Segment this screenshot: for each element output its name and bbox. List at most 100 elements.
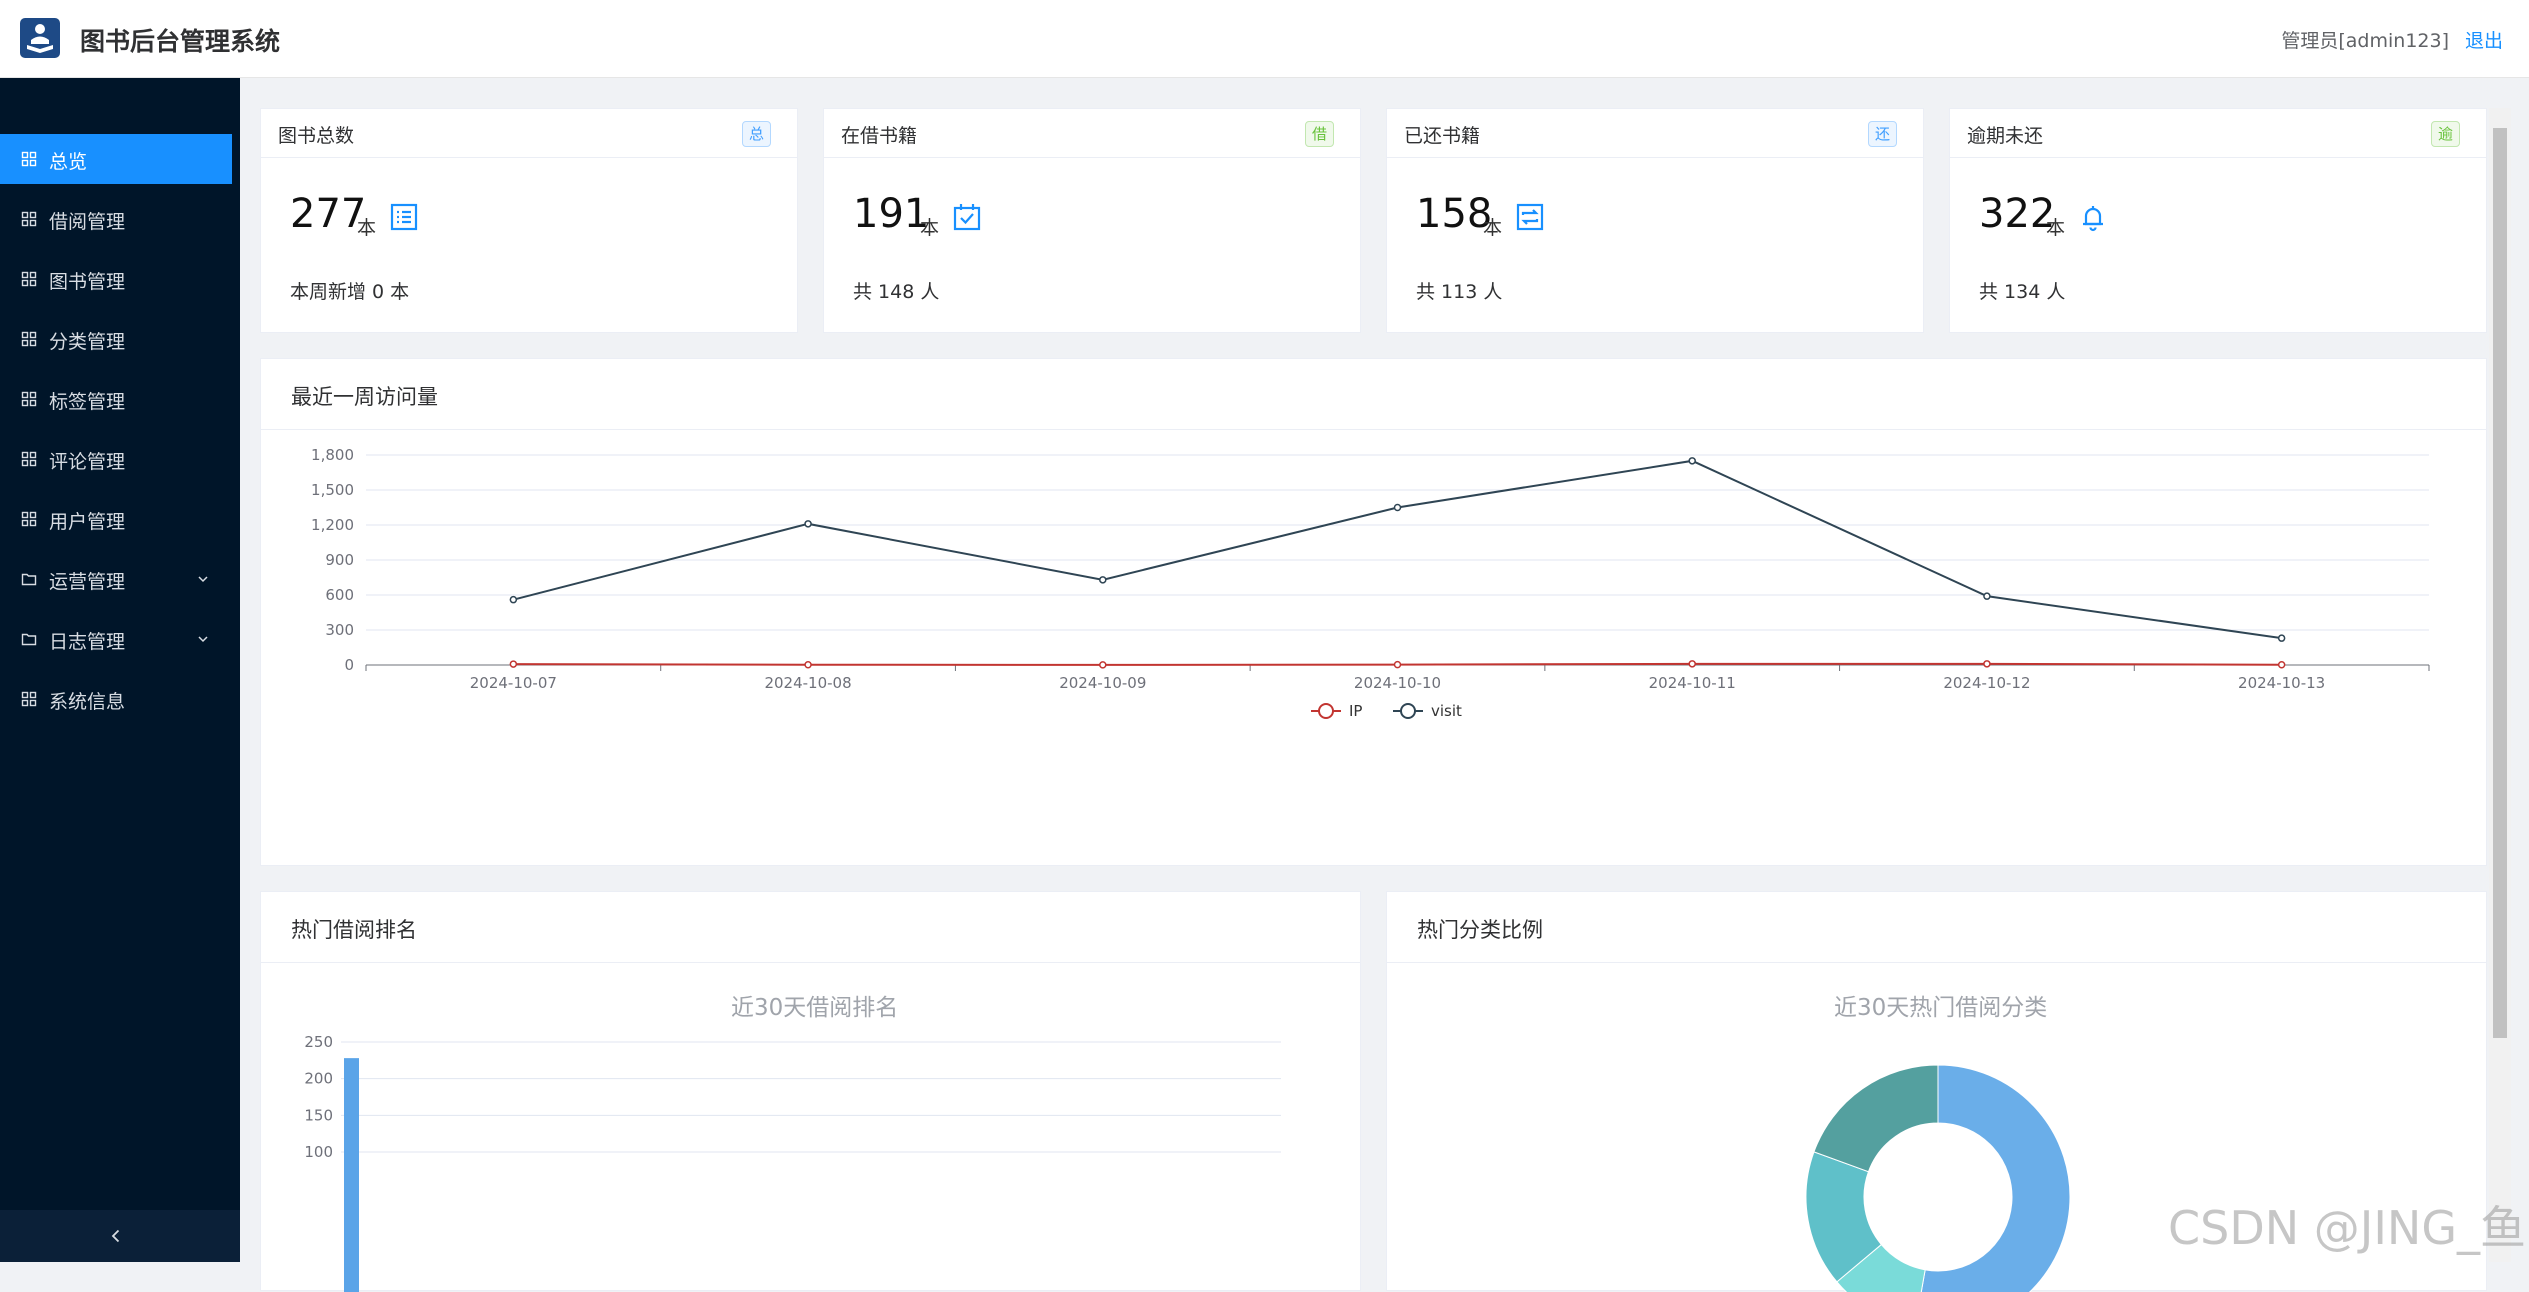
stat-card-overdue: 逾期未还 逾 322 本 共 134 人 [1949,108,2487,333]
sidebar-item-label: 总览 [49,151,88,173]
chart-title: 近30天热门借阅分类 [1834,995,2048,1021]
legend-label: IP [1349,702,1362,720]
bar [344,1058,359,1292]
return-icon [1516,203,1544,231]
grid-icon [21,151,37,167]
stat-subtext: 共 113 人 [1416,281,1503,303]
donut-slice [1813,1064,1939,1173]
stat-subtext: 共 148 人 [853,281,940,303]
grid-icon [21,211,37,227]
data-point-visit [1688,457,1696,465]
sidebar-item-label: 运营管理 [49,571,126,593]
legend-label: visit [1431,702,1462,720]
stat-value: 322 [1979,191,2056,237]
x-tick-label: 2024-10-12 [1943,674,2030,692]
x-tick-label: 2024-10-07 [470,674,557,692]
data-point-ip [1393,660,1402,669]
data-point-visit [2277,634,2286,642]
card-title: 已还书籍 [1404,125,1481,147]
page-scrollbar-thumb[interactable] [2493,128,2507,1038]
chevron-down-icon [198,636,208,643]
logout-link[interactable]: 退出 [2464,30,2503,52]
stat-value: 277 [290,191,367,237]
sidebar-item-logs[interactable]: 日志管理 [0,614,240,664]
legend-marker-visit [1400,703,1416,719]
status-badge: 总 [741,121,771,147]
y-tick-label: 1,800 [311,446,354,464]
chevron-down-icon [198,576,208,583]
folder-icon [21,573,37,586]
x-tick-label: 2024-10-13 [2238,674,2325,692]
borrow-ranking-chart: 250 200 150 100 [304,1033,1281,1292]
weekly-visits-chart: 0 300 600 900 1,200 1,500 1,800 2024-10-07 2024-… [311,446,2430,720]
chart-title: 近30天借阅排名 [731,995,899,1021]
list-icon [390,203,418,231]
stat-unit: 本 [2046,217,2066,239]
legend-marker-ip [1318,703,1334,719]
panel-header: 热门分类比例 [1387,892,2486,963]
data-point-visit [1983,592,1991,600]
y-tick-label: 600 [325,586,354,604]
watermark-text: CSDN @JING_鱼 [2168,1201,2526,1255]
sidebar-collapse-button[interactable] [0,1210,240,1262]
donut-slice [1920,1064,2071,1292]
series-line-visit [513,459,2282,640]
data-point-visit [1393,503,1402,512]
sidebar-item-operations[interactable]: 运营管理 [0,554,240,604]
sidebar-item-books[interactable]: 图书管理 [0,254,240,304]
card-title: 图书总数 [278,125,355,147]
y-tick-label: 250 [304,1033,333,1051]
calendar-check-icon [953,204,981,231]
stat-unit: 本 [920,217,940,239]
grid-icon [21,451,37,467]
panel-header: 最近一周访问量 [261,359,2486,430]
data-point-visit [509,595,518,604]
x-tick-label: 2024-10-10 [1354,674,1441,692]
sidebar-menu: 总览 借阅管理 图书管理 分类管理 标签管理 评论管理 用户管理 运营管理 [0,134,240,734]
stat-card-borrowed: 在借书籍 借 191 本 共 148 人 [823,108,1361,333]
stat-subtext: 本周新增 0 本 [290,281,410,303]
card-title: 逾期未还 [1967,125,2044,147]
stat-unit: 本 [1483,217,1503,239]
sidebar-item-label: 系统信息 [49,691,126,713]
sidebar-item-label: 借阅管理 [49,211,126,233]
x-tick-label: 2024-10-08 [764,674,851,692]
data-point-visit [1099,576,1107,584]
chevron-left-icon [111,1229,120,1243]
sidebar-item-users[interactable]: 用户管理 [0,494,240,544]
grid-icon [21,391,37,407]
card-header: 逾期未还 逾 [1950,109,2486,158]
x-tick-label: 2024-10-11 [1649,674,1736,692]
status-badge: 还 [1867,121,1897,147]
stat-unit: 本 [357,217,377,239]
sidebar-item-overview[interactable]: 总览 [0,134,232,184]
library-logo-icon [20,18,60,58]
top-header: 图书后台管理系统 管理员[admin123] 退出 [0,0,2529,78]
sidebar: 总览 借阅管理 图书管理 分类管理 标签管理 评论管理 用户管理 运营管理 [0,78,240,1262]
sidebar-item-label: 分类管理 [49,331,126,353]
stat-card-total-books: 图书总数 总 277 本 本周新增 0 本 [260,108,798,333]
stat-card-returned: 已还书籍 还 158 本 共 113 人 [1386,108,1924,333]
data-point-ip [2277,661,2286,669]
sidebar-item-label: 图书管理 [49,271,126,293]
panel-title: 热门借阅排名 [291,918,417,942]
y-tick-label: 1,200 [311,516,354,534]
y-tick-label: 0 [344,656,354,674]
card-title: 在借书籍 [841,125,918,147]
sidebar-item-categories[interactable]: 分类管理 [0,314,240,364]
sidebar-item-borrow[interactable]: 借阅管理 [0,194,240,244]
sidebar-item-system-info[interactable]: 系统信息 [0,674,240,724]
sidebar-item-label: 日志管理 [49,631,126,653]
y-tick-label: 100 [304,1143,333,1161]
data-point-ip [509,660,518,668]
borrow-ranking-panel: 热门借阅排名 近30天借阅排名 250 200 150 100 [260,891,1361,1292]
y-tick-label: 150 [304,1106,333,1124]
sidebar-item-comments[interactable]: 评论管理 [0,434,240,484]
card-header: 图书总数 总 [261,109,797,158]
sidebar-item-label: 标签管理 [49,391,126,413]
status-badge: 借 [1304,121,1334,147]
grid-icon [21,331,37,347]
data-point-ip [1688,660,1696,668]
sidebar-item-tags[interactable]: 标签管理 [0,374,240,424]
data-point-ip [804,661,812,669]
